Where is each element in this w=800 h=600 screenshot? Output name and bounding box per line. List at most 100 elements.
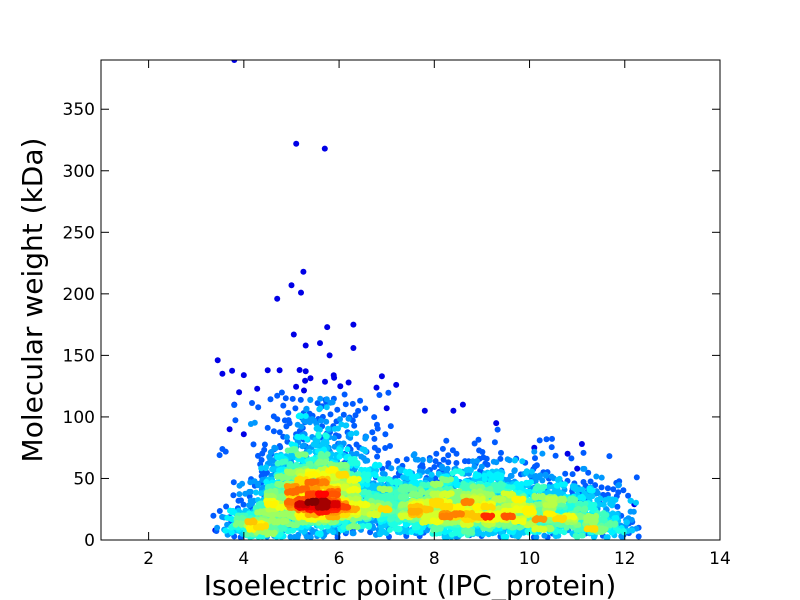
data-point (285, 417, 292, 424)
data-point (279, 525, 286, 532)
data-point (349, 400, 356, 407)
data-point (314, 425, 321, 432)
data-point (429, 517, 436, 524)
data-point (633, 474, 640, 481)
data-point (606, 520, 613, 527)
data-point (331, 425, 338, 432)
data-point (314, 400, 321, 407)
data-point (326, 352, 333, 359)
data-point (317, 531, 324, 538)
data-point (371, 414, 378, 421)
data-point (264, 367, 271, 374)
data-point (251, 419, 258, 426)
data-point (386, 486, 393, 493)
data-point (548, 473, 555, 480)
data-point (364, 477, 371, 484)
data-point (347, 523, 354, 530)
data-point (531, 463, 538, 470)
data-point (440, 456, 447, 463)
data-point (216, 452, 223, 459)
data-point (572, 532, 579, 539)
data-point (532, 455, 538, 462)
data-point (589, 493, 596, 500)
data-point (348, 430, 355, 437)
data-point (362, 435, 369, 442)
data-point (628, 516, 635, 523)
data-point (484, 461, 491, 468)
data-point (219, 370, 226, 377)
data-point (295, 531, 302, 538)
data-point (275, 518, 282, 525)
data-point (261, 441, 268, 448)
data-point (258, 465, 265, 472)
data-point (289, 395, 296, 402)
data-point (511, 468, 518, 474)
data-point (323, 404, 330, 411)
data-point (350, 530, 357, 537)
data-point (620, 528, 627, 534)
data-point (459, 401, 466, 408)
data-point (353, 430, 360, 437)
data-point (371, 435, 378, 442)
data-point (606, 453, 613, 460)
data-point (382, 445, 389, 451)
data-point (585, 469, 592, 476)
data-point (445, 459, 452, 466)
data-point (509, 529, 516, 536)
data-point (358, 466, 365, 473)
data-point (419, 456, 426, 463)
data-point (272, 445, 279, 452)
data-point (472, 473, 479, 479)
data-point (408, 474, 415, 481)
data-point (362, 457, 369, 464)
data-point (302, 342, 309, 349)
data-point (239, 480, 246, 487)
data-point (443, 437, 450, 444)
data-point (274, 481, 281, 488)
data-point (393, 478, 400, 485)
data-point (267, 396, 274, 403)
data-point (533, 534, 540, 540)
data-point (439, 445, 446, 452)
data-point (562, 470, 569, 477)
data-point (598, 484, 605, 491)
data-point (528, 479, 534, 486)
data-point (214, 524, 221, 531)
data-point (445, 452, 452, 459)
data-point (442, 491, 449, 498)
data-point (418, 488, 425, 495)
data-point (387, 443, 393, 449)
data-point (591, 501, 598, 508)
data-point (487, 477, 494, 484)
data-point (276, 429, 283, 436)
data-point (269, 512, 276, 519)
data-point (216, 508, 223, 514)
data-point (309, 529, 316, 535)
data-point (296, 367, 303, 373)
data-point (568, 455, 575, 462)
data-point (450, 407, 457, 414)
data-point (377, 476, 384, 483)
data-point (267, 517, 274, 524)
data-point (307, 375, 314, 382)
data-point (494, 426, 501, 433)
data-point (224, 514, 231, 521)
data-point (433, 450, 440, 457)
data-point (387, 516, 393, 523)
data-point (569, 471, 576, 478)
data-point (424, 468, 431, 475)
data-point (355, 407, 362, 414)
data-point (534, 484, 541, 491)
data-point (322, 378, 328, 385)
data-point (569, 495, 576, 502)
data-point (300, 268, 307, 275)
data-point (303, 406, 310, 413)
data-point (337, 383, 344, 390)
data-point (551, 495, 558, 502)
data-point (315, 433, 322, 439)
data-point (453, 460, 460, 466)
data-point (633, 499, 639, 506)
data-point (335, 433, 342, 440)
data-point (508, 490, 515, 497)
data-point (453, 450, 460, 457)
